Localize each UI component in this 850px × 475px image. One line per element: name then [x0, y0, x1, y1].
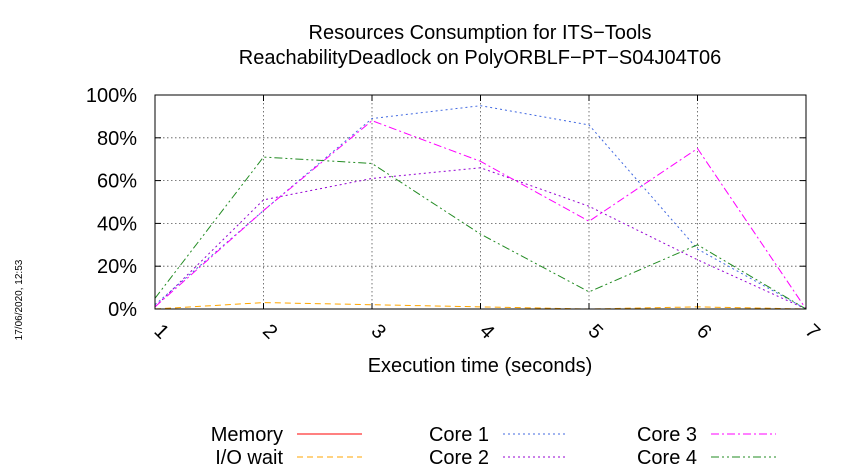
chart-title-line-2: ReachabilityDeadlock on PolyORBLF−PT−S04…: [239, 47, 721, 69]
y-tick-label: 80%: [97, 128, 137, 150]
legend-item-core-1: Core 1: [429, 424, 568, 446]
series-line-core-3: [154, 120, 807, 310]
x-tick-label: 4: [475, 320, 498, 343]
x-tick-label: 6: [692, 320, 715, 343]
series-line-core-1: [154, 105, 807, 310]
y-tick-label: 40%: [97, 213, 137, 235]
x-tick-label: 7: [801, 320, 824, 343]
legend-item-core-3: Core 3: [637, 424, 776, 446]
x-axis-label: Execution time (seconds): [368, 355, 593, 377]
x-axis-ticks: 1 2 3 4 5 6 7: [150, 95, 824, 343]
chart-title: Resources Consumption for ITS−Tools Reac…: [239, 22, 721, 69]
y-tick-label: 0%: [108, 299, 137, 321]
legend-item-core-4: Core 4: [637, 447, 776, 469]
timestamp: 17/06/2020, 12:53: [14, 259, 25, 340]
y-tick-label: 100%: [86, 85, 137, 107]
legend-label: Memory: [211, 424, 283, 446]
x-tick-label: 3: [367, 320, 390, 343]
y-axis-ticks: 0% 20% 40% 60% 80% 100%: [86, 85, 806, 321]
legend-label: Core 3: [637, 424, 697, 446]
legend-label: Core 2: [429, 447, 489, 469]
legend-label: Core 4: [637, 447, 697, 469]
legend-item-i-o-wait: I/O wait: [215, 447, 362, 469]
legend-label: I/O wait: [215, 447, 283, 469]
legend-item-core-2: Core 2: [429, 447, 568, 469]
x-tick-label: 1: [150, 320, 173, 343]
x-tick-label: 2: [258, 320, 281, 343]
grid: [154, 94, 807, 310]
x-tick-label: 5: [584, 320, 607, 343]
legend-label: Core 1: [429, 424, 489, 446]
series-line-core-4: [154, 156, 807, 310]
y-tick-label: 60%: [97, 171, 137, 193]
legend-item-memory: Memory: [211, 424, 362, 446]
chart-title-line-1: Resources Consumption for ITS−Tools: [309, 22, 652, 44]
y-tick-label: 20%: [97, 256, 137, 278]
